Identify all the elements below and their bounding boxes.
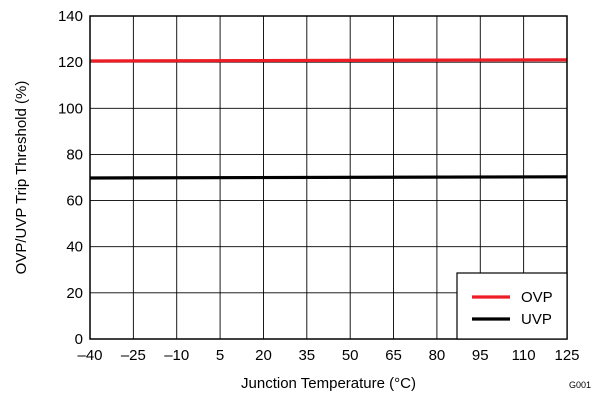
series-line-uvp xyxy=(89,175,568,180)
x-tick-label: 95 xyxy=(472,347,489,364)
legend-label-ovp: OVP xyxy=(521,289,553,306)
x-tick-label: 5 xyxy=(216,347,224,364)
y-tick-label: 60 xyxy=(66,193,83,210)
x-tick-label: –10 xyxy=(164,347,189,364)
x-tick-label: 20 xyxy=(255,347,272,364)
y-axis-title: OVP/UVP Trip Threshold (%) xyxy=(13,81,30,275)
series-line-ovp xyxy=(89,58,568,63)
legend-box xyxy=(456,272,568,340)
y-tick-label: 120 xyxy=(58,54,83,71)
x-tick-label: 80 xyxy=(429,347,446,364)
legend-label-uvp: UVP xyxy=(521,311,552,328)
y-tick-label: 20 xyxy=(66,285,83,302)
y-tick-label: 80 xyxy=(66,146,83,163)
x-axis-title: Junction Temperature (°C) xyxy=(241,375,416,392)
y-tick-label: 0 xyxy=(75,331,83,348)
y-tick-label: 100 xyxy=(58,100,83,117)
y-tick-label: 140 xyxy=(58,8,83,25)
legend: OVP UVP xyxy=(456,272,568,340)
x-tick-label: 125 xyxy=(554,347,579,364)
x-tick-label: 50 xyxy=(342,347,359,364)
plot-frame xyxy=(89,15,568,340)
x-tick-label: 65 xyxy=(385,347,402,364)
y-tick-labels: 0 20 40 60 80 100 120 140 xyxy=(58,8,83,348)
x-tick-label: –25 xyxy=(121,347,146,364)
figure-id: G001 xyxy=(569,380,591,390)
series-layer xyxy=(89,58,568,180)
x-tick-labels: –40 –25 –10 5 20 35 50 65 80 95 110 125 xyxy=(77,347,579,364)
x-tick-label: 35 xyxy=(298,347,315,364)
x-tick-label: –40 xyxy=(77,347,102,364)
y-tick-label: 40 xyxy=(66,239,83,256)
x-tick-label: 110 xyxy=(512,347,536,364)
